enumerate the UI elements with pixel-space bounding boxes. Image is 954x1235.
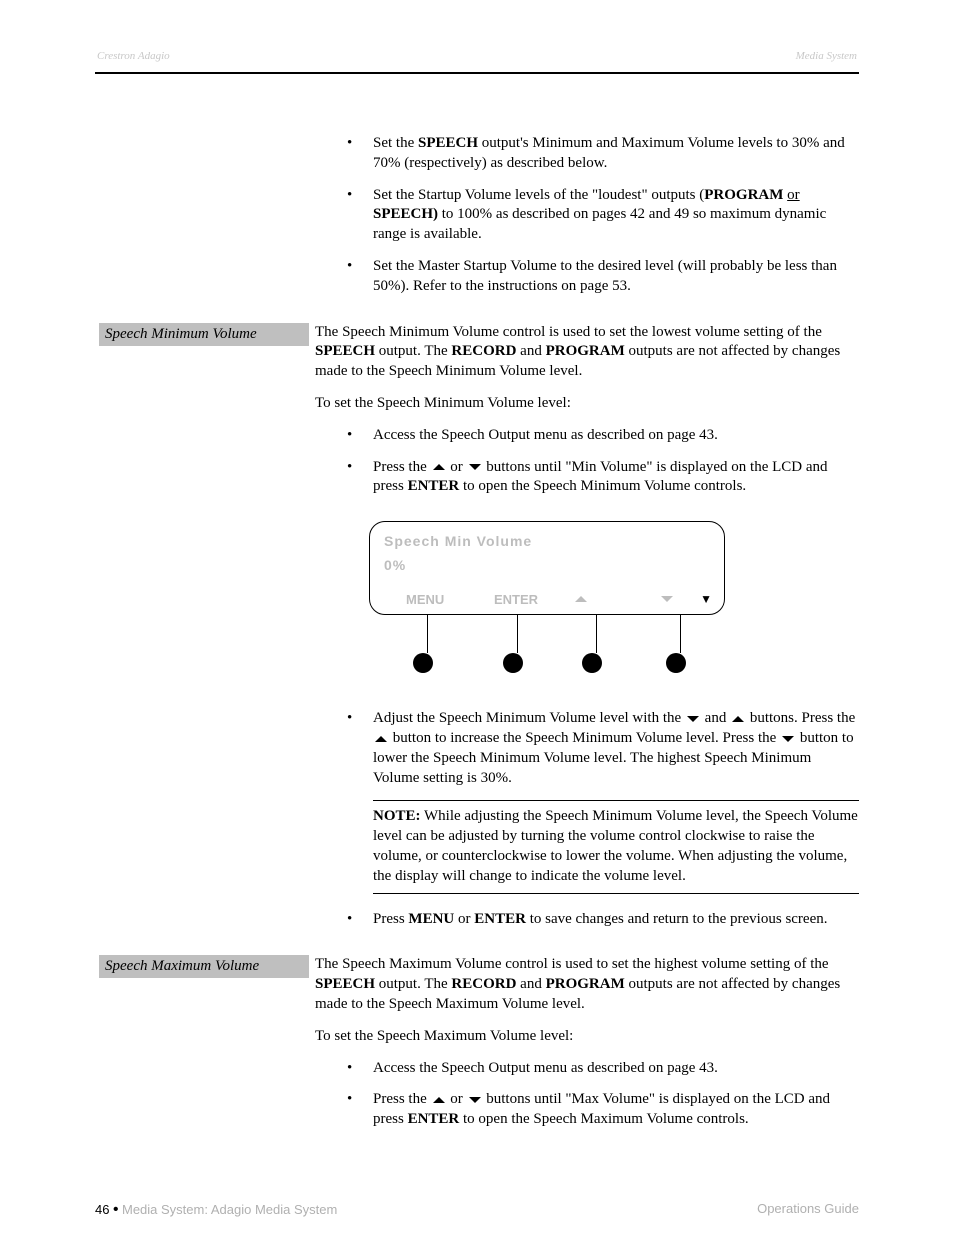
lcd-softkey-menu: MENU <box>406 591 444 608</box>
paragraph: To set the Speech Minimum Volume level: <box>315 394 859 414</box>
running-header: Crestron Adagio Media System <box>95 50 859 68</box>
list-item: Press the or buttons until "Min Volume" … <box>315 458 859 498</box>
footer-title: Media System: Adagio Media System <box>122 1202 337 1217</box>
note-label: NOTE: <box>373 808 421 824</box>
sidebar-min-volume: Speech Minimum Volume <box>99 323 309 346</box>
down-arrow-icon <box>686 714 700 724</box>
max-bullets: Access the Speech Output menu as describ… <box>315 1059 859 1130</box>
lcd-softkey-enter: ENTER <box>494 591 538 608</box>
min-volume-section: Speech Minimum Volume The Speech Minimum… <box>95 323 859 948</box>
up-arrow-icon <box>432 1095 446 1105</box>
lcd-line2: 0% <box>384 556 406 574</box>
footer-doc: Operations Guide <box>757 1201 859 1216</box>
note-text: While adjusting the Speech Minimum Volum… <box>373 808 858 883</box>
connector <box>675 615 686 673</box>
sidebar-max-volume: Speech Maximum Volume <box>99 955 309 978</box>
down-arrow-icon <box>781 734 795 744</box>
lcd-connectors <box>369 615 725 685</box>
list-item: Access the Speech Output menu as describ… <box>315 1059 859 1079</box>
footer-bullet: • <box>113 1201 118 1218</box>
note-box: NOTE: While adjusting the Speech Minimum… <box>373 800 859 893</box>
intro-bullets: Set the SPEECH output's Minimum and Maxi… <box>315 134 859 297</box>
lcd-panel: Speech Min Volume 0% MENU ENTER ▼ <box>369 521 725 615</box>
page: Crestron Adagio Media System Set the SPE… <box>0 0 954 1235</box>
list-item: Press the or buttons until "Max Volume" … <box>315 1090 859 1130</box>
max-volume-section: Speech Maximum Volume The Speech Maximum… <box>95 955 859 1148</box>
list-item: Adjust the Speech Minimum Volume level w… <box>315 709 859 788</box>
list-item: Access the Speech Output menu as describ… <box>315 426 859 446</box>
header-left: Crestron Adagio <box>97 50 170 62</box>
up-arrow-icon <box>731 714 745 724</box>
down-arrow-icon <box>468 1095 482 1105</box>
paragraph: The Speech Maximum Volume control is use… <box>315 955 859 1014</box>
top-rule <box>95 72 859 74</box>
list-item: Set the Master Startup Volume to the des… <box>315 257 859 297</box>
connector <box>512 615 523 673</box>
lcd-softkey-up <box>574 591 588 608</box>
connector <box>422 615 433 673</box>
min-bullets-3: Press MENU or ENTER to save changes and … <box>315 910 859 930</box>
up-arrow-icon <box>432 462 446 472</box>
list-item: Set the SPEECH output's Minimum and Maxi… <box>315 134 859 174</box>
list-item: Press MENU or ENTER to save changes and … <box>315 910 859 930</box>
connector <box>591 615 602 673</box>
down-arrow-icon <box>468 462 482 472</box>
paragraph: The Speech Minimum Volume control is use… <box>315 323 859 382</box>
header-right: Media System <box>796 50 857 62</box>
list-item: Set the Startup Volume levels of the "lo… <box>315 186 859 245</box>
paragraph: To set the Speech Maximum Volume level: <box>315 1027 859 1047</box>
lcd-figure: Speech Min Volume 0% MENU ENTER ▼ <box>369 521 729 685</box>
lcd-softkey-down <box>660 591 674 608</box>
intro-section: Set the SPEECH output's Minimum and Maxi… <box>95 134 859 315</box>
up-arrow-icon <box>374 734 388 744</box>
min-bullets-2: Adjust the Speech Minimum Volume level w… <box>315 709 859 788</box>
page-number: 46 <box>95 1202 109 1217</box>
lcd-scroll-icon: ▼ <box>700 592 712 608</box>
min-bullets-1: Access the Speech Output menu as describ… <box>315 426 859 497</box>
lcd-line1: Speech Min Volume <box>384 532 532 550</box>
footer-left: 46 • Media System: Adagio Media System <box>95 1201 337 1218</box>
